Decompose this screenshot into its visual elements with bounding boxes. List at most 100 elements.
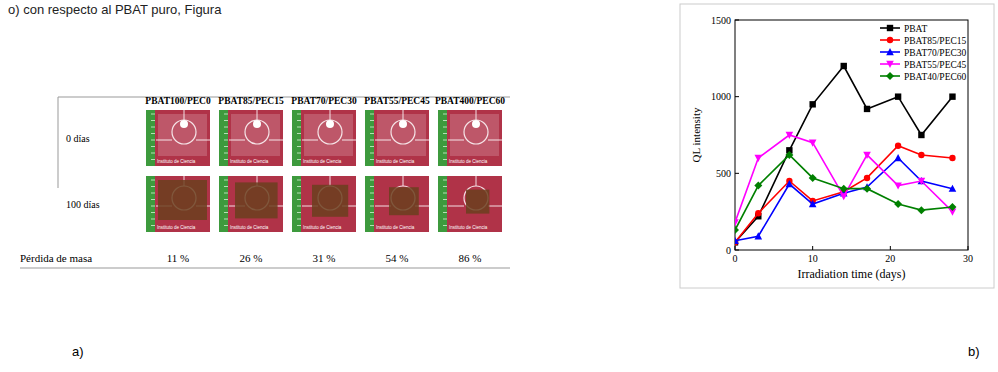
series-line — [735, 155, 952, 230]
column-head: PBAT100/PEC0 — [145, 96, 211, 106]
degraded-film — [466, 190, 489, 214]
data-point — [918, 132, 924, 138]
data-point — [894, 154, 902, 161]
photo-text: Instituto de Ciencia — [230, 225, 269, 230]
data-point — [864, 106, 870, 112]
ruler — [219, 110, 228, 166]
ruler-tick — [370, 219, 374, 220]
mass-loss: 86 % — [459, 252, 482, 264]
data-point — [809, 139, 817, 146]
ruler-tick — [151, 219, 155, 220]
film-sample — [304, 114, 353, 156]
photo-ground — [365, 176, 429, 232]
data-point — [949, 93, 955, 99]
ruler-tick — [370, 159, 374, 160]
ruler-tick — [443, 180, 447, 181]
mass-loss: 11 % — [167, 252, 190, 264]
legend-marker — [886, 48, 894, 55]
panel-a: PBAT100/PEC0PBAT85/PEC15PBAT70/PEC30PBAT… — [20, 96, 510, 359]
logo-line — [488, 206, 502, 207]
mass-loss: 54 % — [386, 252, 409, 264]
degraded-film — [389, 187, 419, 215]
ruler-tick — [297, 225, 301, 226]
ruler-tick — [443, 193, 447, 194]
data-point — [755, 210, 761, 216]
photo-text: Instituto de Ciencia — [303, 159, 342, 164]
plot-frame — [735, 20, 968, 250]
column-head: PBAT85/PEC15 — [218, 96, 284, 106]
ruler-tick — [297, 146, 301, 147]
ruler-tick — [443, 206, 447, 207]
y-tick-label: 1500 — [711, 15, 731, 26]
ruler-tick — [297, 206, 301, 207]
ruler-tick — [224, 159, 228, 160]
ruler-tick — [370, 114, 374, 115]
ruler-tick — [151, 133, 155, 134]
x-tick-label: 20 — [885, 253, 895, 264]
mass-loss: 31 % — [313, 252, 336, 264]
data-point — [809, 101, 815, 107]
ruler-tick — [151, 153, 155, 154]
photo: Instituto de Ciencia — [438, 110, 502, 166]
data-point — [840, 185, 848, 193]
ruler-tick — [224, 193, 228, 194]
data-point — [949, 185, 957, 192]
data-point — [948, 203, 956, 211]
ruler-tick — [224, 153, 228, 154]
photo: Instituto de Ciencia — [365, 176, 429, 232]
figure: o) con respecto al PBAT puro, FiguraPBAT… — [0, 0, 998, 372]
ruler — [438, 176, 447, 232]
legend-label: PBAT — [904, 24, 927, 34]
ruler-tick — [151, 186, 155, 187]
ruler-tick — [151, 206, 155, 207]
x-tick-label: 30 — [963, 253, 973, 264]
y-tick-label: 1000 — [711, 91, 731, 102]
logo-line — [375, 206, 391, 207]
ruler-tick — [224, 120, 228, 121]
data-point — [786, 180, 794, 187]
data-point — [895, 143, 901, 149]
panel-frame — [680, 4, 994, 288]
data-point — [894, 182, 902, 189]
degraded-film — [235, 182, 278, 218]
ruler-tick — [443, 146, 447, 147]
ruler — [292, 176, 301, 232]
ruler-tick — [443, 225, 447, 226]
film-sample — [377, 114, 426, 156]
ruler — [219, 176, 228, 232]
photo-ground — [365, 110, 429, 166]
ruler-tick — [370, 180, 374, 181]
y-tick — [735, 250, 739, 251]
ruler-tick — [224, 199, 228, 200]
panel-label: b) — [968, 344, 980, 359]
x-tick — [812, 246, 813, 250]
ruler-tick — [443, 127, 447, 128]
legend-label: PBAT85/PEC15 — [904, 36, 967, 46]
ruler — [365, 176, 374, 232]
x-tick — [968, 246, 969, 250]
logo-line — [403, 176, 404, 186]
row-head: Pérdida de masa — [20, 252, 92, 264]
ruler — [292, 110, 301, 166]
y-tick — [735, 96, 739, 97]
ruler-tick — [224, 212, 228, 213]
photo-text: Instituto de Ciencia — [157, 159, 196, 164]
x-axis-title: Irradiation time (days) — [798, 267, 906, 281]
ruler-tick — [297, 193, 301, 194]
mass-loss: 26 % — [240, 252, 263, 264]
ruler — [146, 176, 155, 232]
ruler-tick — [297, 114, 301, 115]
data-point — [735, 237, 739, 244]
ruler-tick — [443, 153, 447, 154]
photo-ground — [292, 110, 356, 166]
data-point — [864, 175, 870, 181]
ruler-tick — [151, 193, 155, 194]
ruler-tick — [151, 225, 155, 226]
data-point — [785, 151, 793, 159]
photo: Instituto de Ciencia — [292, 110, 356, 166]
ruler-tick — [370, 146, 374, 147]
series-line — [735, 135, 952, 222]
photo-text: Instituto de Ciencia — [449, 225, 488, 230]
ruler-tick — [370, 140, 374, 141]
photo: Instituto de Ciencia — [219, 176, 283, 232]
